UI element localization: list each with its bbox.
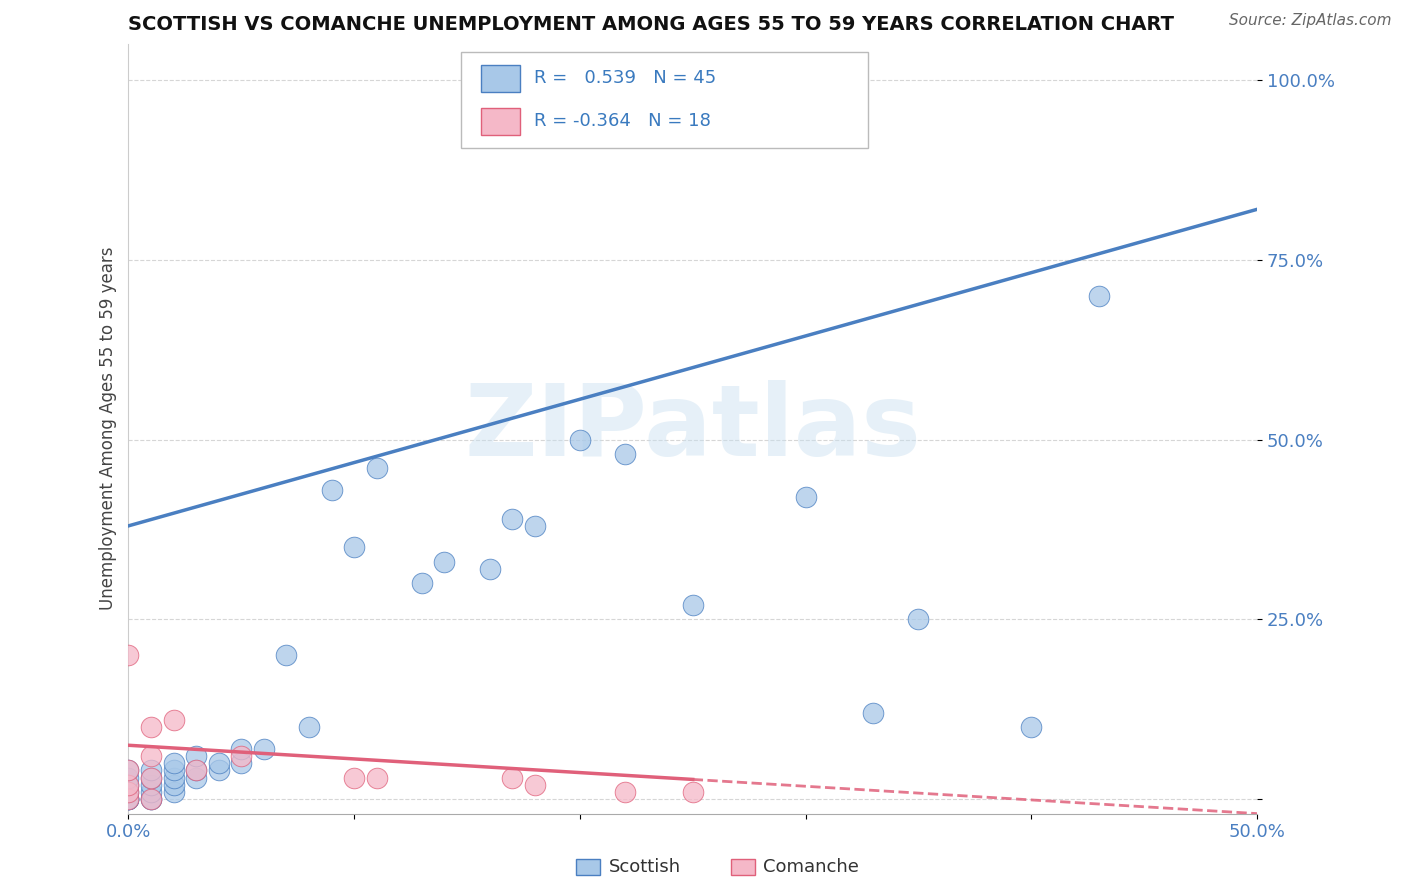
Text: Source: ZipAtlas.com: Source: ZipAtlas.com bbox=[1229, 13, 1392, 29]
Text: ZIPatlas: ZIPatlas bbox=[464, 380, 921, 477]
Point bbox=[117, 764, 139, 778]
Point bbox=[682, 785, 704, 799]
FancyBboxPatch shape bbox=[731, 860, 755, 874]
Point bbox=[117, 771, 139, 785]
Point bbox=[117, 792, 139, 806]
Point bbox=[208, 756, 231, 771]
Point bbox=[1088, 288, 1111, 302]
Text: Scottish: Scottish bbox=[609, 858, 681, 876]
Point bbox=[139, 792, 162, 806]
Point bbox=[162, 778, 184, 792]
Point bbox=[186, 764, 208, 778]
Text: R =   0.539   N = 45: R = 0.539 N = 45 bbox=[534, 70, 716, 87]
Point bbox=[162, 713, 184, 727]
Point bbox=[907, 612, 929, 626]
Point bbox=[231, 749, 253, 764]
Point bbox=[139, 785, 162, 799]
Y-axis label: Unemployment Among Ages 55 to 59 years: Unemployment Among Ages 55 to 59 years bbox=[100, 247, 117, 610]
Point bbox=[794, 490, 817, 504]
Point bbox=[117, 792, 139, 806]
Point bbox=[117, 778, 139, 792]
Point bbox=[186, 749, 208, 764]
Point bbox=[117, 792, 139, 806]
Text: R = -0.364   N = 18: R = -0.364 N = 18 bbox=[534, 112, 710, 130]
Point bbox=[186, 764, 208, 778]
Point bbox=[253, 742, 276, 756]
Point bbox=[162, 785, 184, 799]
Point bbox=[682, 598, 704, 612]
Point bbox=[117, 778, 139, 792]
FancyBboxPatch shape bbox=[481, 65, 520, 92]
Point bbox=[139, 771, 162, 785]
Point bbox=[501, 511, 523, 525]
Point bbox=[298, 720, 321, 734]
FancyBboxPatch shape bbox=[481, 108, 520, 135]
Point bbox=[208, 764, 231, 778]
Text: SCOTTISH VS COMANCHE UNEMPLOYMENT AMONG AGES 55 TO 59 YEARS CORRELATION CHART: SCOTTISH VS COMANCHE UNEMPLOYMENT AMONG … bbox=[128, 15, 1174, 34]
Point bbox=[614, 785, 637, 799]
Point bbox=[117, 764, 139, 778]
Point bbox=[276, 648, 298, 663]
Point bbox=[411, 576, 433, 591]
Point bbox=[162, 764, 184, 778]
Point bbox=[614, 447, 637, 461]
Point bbox=[366, 771, 388, 785]
Point bbox=[117, 785, 139, 799]
Point bbox=[523, 778, 546, 792]
Point bbox=[117, 792, 139, 806]
Point bbox=[186, 771, 208, 785]
Point bbox=[568, 433, 591, 447]
Point bbox=[321, 483, 343, 497]
Point bbox=[343, 541, 366, 555]
Point bbox=[862, 706, 884, 720]
Point bbox=[433, 555, 456, 569]
FancyBboxPatch shape bbox=[461, 52, 868, 148]
Point bbox=[139, 792, 162, 806]
Point bbox=[162, 756, 184, 771]
Point bbox=[139, 764, 162, 778]
Point bbox=[139, 771, 162, 785]
Point bbox=[343, 771, 366, 785]
Point bbox=[231, 742, 253, 756]
Point bbox=[162, 771, 184, 785]
Point bbox=[139, 778, 162, 792]
Point bbox=[366, 461, 388, 475]
FancyBboxPatch shape bbox=[576, 860, 600, 874]
Point bbox=[117, 785, 139, 799]
Point bbox=[478, 562, 501, 576]
Point bbox=[231, 756, 253, 771]
Point bbox=[117, 648, 139, 663]
Text: Comanche: Comanche bbox=[763, 858, 859, 876]
Point bbox=[501, 771, 523, 785]
Point bbox=[117, 792, 139, 806]
Point bbox=[1021, 720, 1043, 734]
Point bbox=[139, 720, 162, 734]
Point bbox=[139, 749, 162, 764]
Point bbox=[523, 519, 546, 533]
Point bbox=[139, 792, 162, 806]
